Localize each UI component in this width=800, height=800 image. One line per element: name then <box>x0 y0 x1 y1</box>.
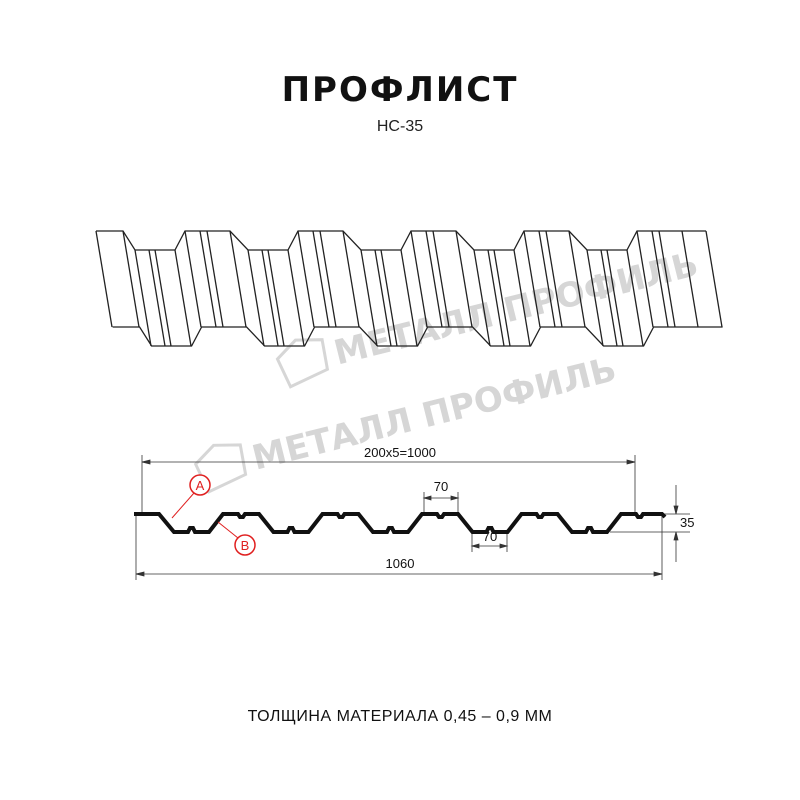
sheet-edge <box>374 249 392 347</box>
sheet-edge <box>513 249 531 347</box>
crest-dimension: 70 <box>434 479 448 494</box>
pitch-dimension: 200x5=1000 <box>364 445 436 460</box>
sheet-edge <box>600 249 618 347</box>
sheet-edge <box>148 249 166 347</box>
sheet-edge <box>380 249 398 347</box>
sheet-edge <box>586 249 604 347</box>
sheet-edge <box>606 249 624 347</box>
sheet-edge <box>174 249 192 347</box>
sheet-edge <box>154 249 172 347</box>
sheet-edge <box>287 249 305 347</box>
width-dimension: 1060 <box>386 556 415 571</box>
sheet-edge <box>342 230 360 328</box>
sheet-edge <box>267 249 285 347</box>
sheet-edge <box>651 230 669 328</box>
sheet-3d-view <box>95 230 723 347</box>
sheet-edge <box>199 230 217 328</box>
sheet-edge <box>626 249 644 347</box>
sheet-edge <box>705 230 723 328</box>
sheet-edge <box>122 230 140 328</box>
marker-a-label: A <box>196 478 205 493</box>
dimension-lines <box>135 455 690 580</box>
sheet-edge <box>538 230 556 328</box>
marker-a: A <box>171 474 211 519</box>
sheet-edge <box>455 230 473 328</box>
sheet-edge <box>636 230 654 328</box>
sheet-edge <box>545 230 563 328</box>
sheet-edge <box>432 230 450 328</box>
material-thickness: ТОЛЩИНА МАТЕРИАЛА 0,45 – 0,9 ММ <box>247 708 553 725</box>
sheet-edge <box>134 249 152 347</box>
watermark-bottom: МЕТАЛЛ ПРОФИЛЬ <box>193 349 620 494</box>
sheet-edge <box>568 230 586 328</box>
page-title: ПРОФЛИСТ <box>281 70 519 110</box>
sheet-edge <box>319 230 337 328</box>
sheet-edge <box>360 249 378 347</box>
sheet-edge <box>473 249 491 347</box>
sheet-edge <box>95 230 113 328</box>
trough-dimension: 70 <box>483 529 497 544</box>
model-label: НС-35 <box>376 118 424 135</box>
sheet-edge <box>425 230 443 328</box>
profile-section <box>134 512 667 534</box>
sheet-edge <box>297 230 315 328</box>
sheet-edge <box>681 230 699 328</box>
height-dimension: 35 <box>680 515 694 530</box>
sheet-edge <box>523 230 541 328</box>
sheet-edge <box>229 230 247 328</box>
marker-b-label: B <box>241 538 250 553</box>
sheet-edge <box>410 230 428 328</box>
sheet-edge <box>184 230 202 328</box>
sheet-edge <box>487 249 505 347</box>
marker-b: B <box>217 521 256 556</box>
sheet-edge <box>658 230 676 328</box>
sheet-edge <box>206 230 224 328</box>
sheet-edge <box>312 230 330 328</box>
sheet-edge <box>247 249 265 347</box>
sheet-edge <box>400 249 418 347</box>
sheet-edge <box>493 249 511 347</box>
sheet-edge <box>261 249 279 347</box>
